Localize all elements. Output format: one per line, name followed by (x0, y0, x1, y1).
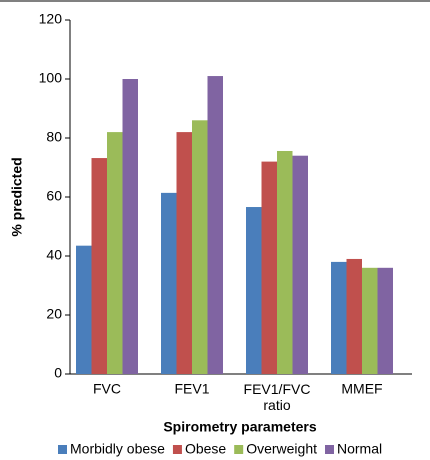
bar (122, 79, 138, 374)
bar (207, 76, 223, 375)
y-axis-label: % predicted (9, 157, 25, 236)
bar (246, 207, 262, 374)
bar (377, 267, 393, 374)
bar (161, 192, 177, 374)
x-axis-label: Spirometry parameters (163, 419, 317, 435)
bar (292, 155, 308, 374)
x-tick-label: MMEF (341, 381, 382, 397)
y-tick-label: 120 (39, 11, 63, 27)
legend-swatch (234, 445, 244, 454)
bar (346, 258, 362, 374)
y-tick-label: 40 (46, 247, 62, 263)
x-tick-label: FEV1 (174, 381, 209, 397)
bar (176, 132, 192, 374)
legend-label: Normal (337, 441, 382, 457)
y-tick-label: 20 (46, 306, 62, 322)
bar (277, 150, 293, 374)
bar (192, 120, 208, 374)
legend-swatch (325, 445, 334, 454)
legend-label: Obese (185, 441, 226, 457)
bar (76, 245, 92, 374)
bar (362, 267, 378, 374)
legend-swatch (58, 445, 67, 454)
bar (107, 132, 123, 374)
bar (91, 158, 107, 374)
legend-label: Morbidly obese (70, 441, 165, 457)
y-tick-label: 60 (46, 188, 62, 204)
x-tick-label: FVC (93, 381, 121, 397)
bar (261, 161, 277, 374)
y-tick-label: 80 (46, 129, 62, 145)
x-tick-label: FEV1/FVC ratio (244, 381, 311, 413)
bar (331, 261, 347, 374)
legend-swatch (172, 445, 182, 454)
y-tick-label: 0 (54, 365, 62, 381)
legend-label: Overweight (246, 441, 317, 457)
y-tick-label: 100 (39, 70, 63, 86)
